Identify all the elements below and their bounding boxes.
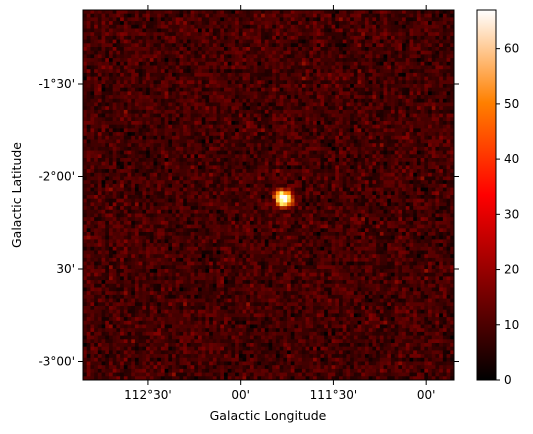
colorbar-tick-label: 30 bbox=[504, 207, 519, 221]
colorbar-tick-label: 40 bbox=[504, 152, 519, 166]
colorbar bbox=[476, 9, 497, 381]
colorbar-tick-label: 60 bbox=[504, 42, 519, 56]
x-tick-label: 00' bbox=[231, 388, 250, 402]
colorbar-axis: 0 10 20 30 40 50 60 bbox=[496, 42, 519, 387]
y-tick-label: -3°00' bbox=[38, 355, 75, 369]
x-axis: 112°30' 00' 111°30' 00' bbox=[124, 5, 435, 402]
map-frame bbox=[82, 9, 455, 381]
colorbar-tick-label: 0 bbox=[504, 373, 512, 387]
y-tick-label: -1°30' bbox=[38, 77, 75, 91]
x-tick-label: 111°30' bbox=[310, 388, 357, 402]
x-axis-label: Galactic Longitude bbox=[210, 408, 327, 423]
colorbar-tick-label: 20 bbox=[504, 263, 519, 277]
x-tick-label: 112°30' bbox=[124, 388, 171, 402]
y-axis-label: Galactic Latitude bbox=[9, 142, 24, 248]
y-tick-label: 30' bbox=[56, 262, 75, 276]
colorbar-tick-label: 10 bbox=[504, 318, 519, 332]
counts-map bbox=[83, 10, 455, 381]
x-tick-label: 00' bbox=[417, 388, 436, 402]
colorbar-tick-label: 50 bbox=[504, 97, 519, 111]
y-axis: -1°30' -2°00' 30' -3°00' bbox=[38, 77, 459, 369]
y-tick-label: -2°00' bbox=[38, 170, 75, 184]
